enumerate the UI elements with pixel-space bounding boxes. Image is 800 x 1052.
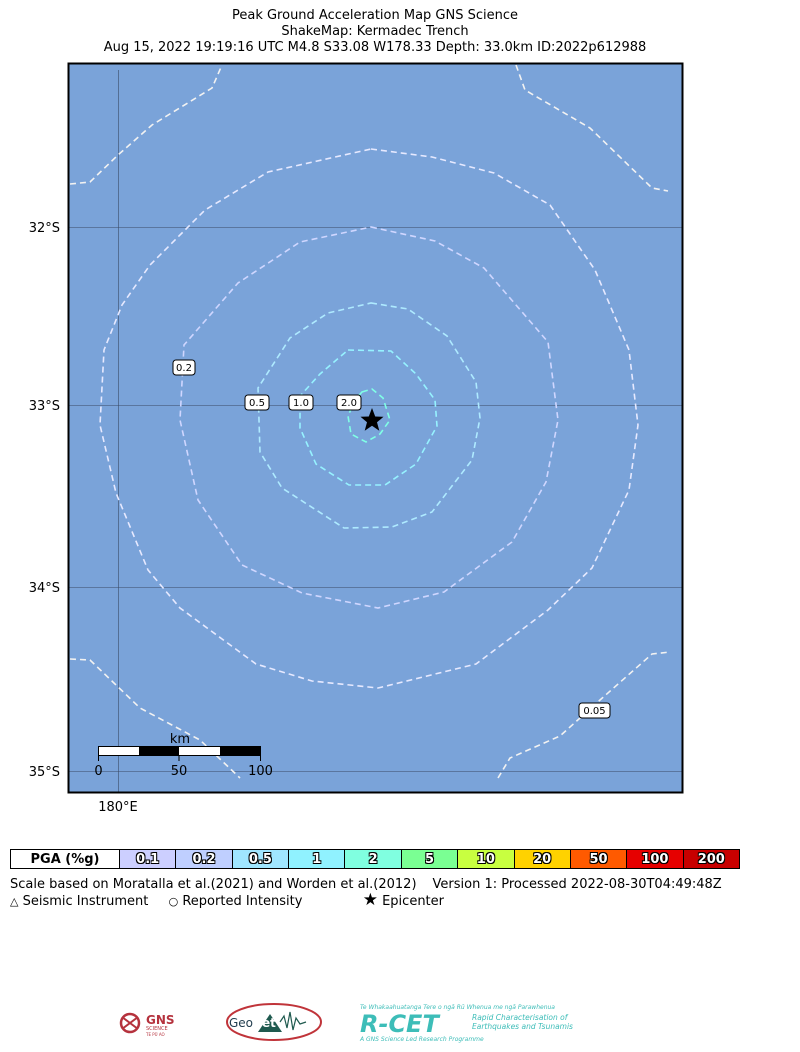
legend-bin: 0.1 [119,850,176,868]
legend-bin: 0.2 [175,850,232,868]
scale-note: Scale based on Moratalla et al.(2021) an… [10,877,722,892]
contour-05 [257,302,481,529]
svg-text:0.2: 0.2 [176,363,192,374]
legend-bin: 0.5 [231,850,289,868]
lat-label: 35°S [29,765,60,780]
svg-text:GNS: GNS [146,1013,175,1027]
geonet-logo: Geo Net [226,1003,322,1041]
event-info: Aug 15, 2022 19:19:16 UTC M4.8 S33.08 W1… [103,40,647,55]
contour-005 [69,64,223,185]
svg-text:R-CET: R-CET [360,1010,440,1038]
logos: GNS SCIENCE TE PŪ AO Geo Net Te Whakaahu… [119,1003,573,1043]
map-frame [67,62,684,794]
lat-label: 34°S [29,581,60,596]
legend-bin: 100 [626,850,683,868]
svg-text:Te Whakaahuatanga Tere o ngā R: Te Whakaahuatanga Tere o ngā Rū Whenua m… [360,1004,555,1011]
legend-bin: 1 [288,850,345,868]
svg-text:Rapid Characterisation of: Rapid Characterisation of [472,1013,569,1022]
svg-text:100: 100 [248,764,273,779]
svg-text:Net: Net [252,1016,276,1030]
contour-005 [515,64,669,192]
symbol-key: △ Seismic Instrument ○ Reported Intensit… [10,892,610,910]
lon-label: 180°E [98,800,138,815]
rcet-logo: Te Whakaahuatanga Tere o ngā Rū Whenua m… [359,1004,573,1043]
svg-text:1.0: 1.0 [293,398,309,409]
scale-bar: km 0 50 100 [94,732,273,779]
epicenter-star-icon [360,408,384,431]
legend-bin: 10 [457,850,514,868]
svg-text:0.5: 0.5 [249,398,265,409]
svg-text:50: 50 [171,764,188,779]
svg-text:Geo: Geo [229,1016,253,1030]
map-title: Peak Ground Acceleration Map GNS Science [231,8,518,23]
map-subtitle: ShakeMap: Kermadec Trench [281,24,469,39]
symbol-label: Reported Intensity [182,894,303,909]
contour-02 [179,226,559,609]
contour-label: 0.05 [578,702,611,719]
legend-bin: 2 [344,850,401,868]
svg-text:Earthquakes and Tsunamis: Earthquakes and Tsunamis [472,1022,573,1031]
contour-label: 0.2 [172,359,196,376]
gns-logo: GNS SCIENCE TE PŪ AO [119,1012,175,1037]
svg-text:A GNS Science Led Research Pro: A GNS Science Led Research Programme [359,1036,484,1043]
svg-text:0: 0 [94,764,102,779]
pga-legend: PGA (%g) 0.1 0.2 0.5 1 2 5 10 20 50 100 200 [10,849,740,869]
legend-header: PGA (%g) [11,850,119,868]
shakemap: 0.2 0.5 1.0 2.0 0.05 km 0 50 100 [29,62,684,815]
legend-bin: 20 [513,850,570,868]
lat-label: 33°S [29,399,60,414]
legend-bin: 5 [400,850,458,868]
legend-bin: 200 [682,850,739,868]
contour-label: 2.0 [336,394,362,411]
legend-bin: 50 [569,850,627,868]
svg-text:TE PŪ AO: TE PŪ AO [145,1032,165,1037]
star-icon: ★ [362,890,378,910]
lat-label: 32°S [29,221,60,236]
contour-label: 1.0 [288,394,314,411]
contour-01 [99,148,639,689]
svg-text:SCIENCE: SCIENCE [146,1026,168,1032]
symbol-label: Epicenter [382,894,444,909]
triangle-icon: △ [10,895,19,908]
svg-text:km: km [170,732,190,747]
symbol-label: Seismic Instrument [22,894,149,909]
contour-label: 0.5 [244,394,270,411]
circle-icon: ○ [168,895,179,908]
svg-text:2.0: 2.0 [341,398,357,409]
svg-text:0.05: 0.05 [583,706,605,717]
